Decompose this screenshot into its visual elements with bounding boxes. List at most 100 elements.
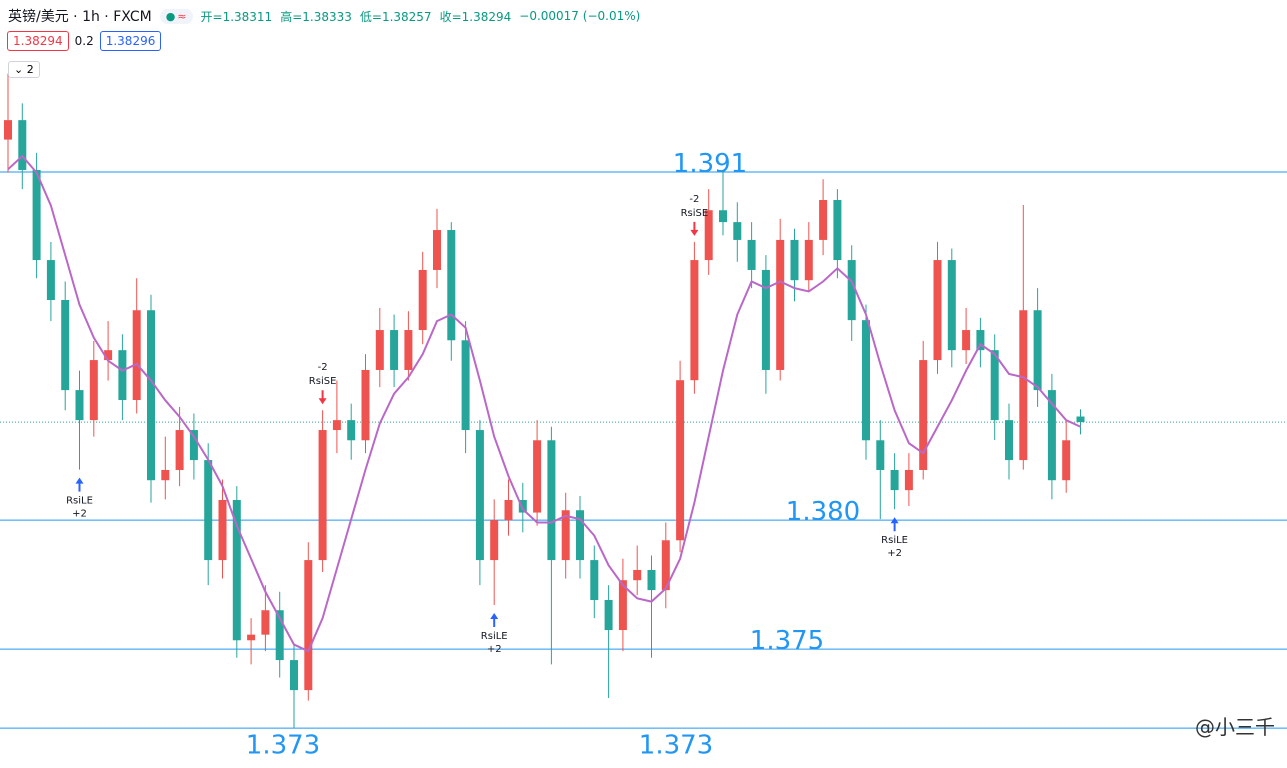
trade-row: 1.38294 0.2 1.38296 [7, 31, 162, 51]
candle-body [433, 230, 441, 270]
candle-body [161, 469, 170, 481]
candle-body [633, 569, 642, 581]
candle-body [132, 310, 141, 401]
signal-qty: -2 [689, 194, 699, 205]
signal-label: RsiLE [66, 496, 93, 507]
candle-body [332, 420, 341, 431]
candle-body [361, 369, 370, 441]
candle-body [847, 260, 856, 321]
candle-body [261, 610, 270, 635]
buy-button[interactable]: 1.38296 [99, 31, 162, 51]
candle-body [919, 360, 928, 470]
candle-body [147, 310, 155, 481]
collapse-button[interactable]: ⌄ 2 [8, 61, 40, 78]
candle-body [547, 440, 556, 561]
candle-body [904, 469, 913, 491]
candle-body [204, 460, 213, 561]
level-label: 1.373 [246, 731, 320, 761]
signal-qty: +2 [72, 509, 87, 520]
candle-body [647, 569, 656, 591]
signal-qty: -2 [318, 362, 328, 373]
candle-body [561, 510, 570, 561]
candle-body [676, 380, 685, 541]
signal-arrow [890, 517, 899, 532]
candle-body [347, 420, 356, 441]
signal-label: RsiSE [681, 208, 709, 219]
collapse-count: 2 [26, 63, 34, 76]
signal-label: RsiSE [309, 376, 337, 387]
signal-arrow [75, 477, 84, 492]
level-label: 1.375 [750, 626, 824, 656]
candle-body [947, 260, 956, 351]
signal-label: RsiLE [481, 631, 508, 642]
candle-body [590, 560, 599, 601]
ohlc-change: −0.00017 (−0.01%) [519, 9, 641, 23]
candle-body [104, 350, 113, 361]
candle-body [576, 510, 584, 561]
candle-body [690, 260, 699, 381]
signal-qty: +2 [887, 548, 902, 559]
candle-body [876, 440, 885, 470]
candle-body [390, 330, 399, 370]
candle-body [18, 120, 27, 170]
candle-body [290, 660, 298, 691]
level-label: 1.373 [639, 731, 713, 761]
candle-body [976, 330, 985, 351]
candle-body [218, 500, 227, 561]
candle-body [375, 330, 384, 370]
candle-body [175, 430, 184, 470]
candle-body [504, 500, 513, 521]
candle-body [518, 500, 527, 513]
candle-body [990, 350, 999, 421]
candle-body [247, 634, 256, 641]
candle-body [704, 210, 713, 261]
symbol[interactable]: 英镑/美元 · 1h · FXCM [8, 9, 152, 25]
candle-body [232, 500, 241, 641]
sell-button[interactable]: 1.38294 [7, 31, 69, 51]
signal-arrow [490, 612, 499, 627]
candle-body [962, 330, 971, 351]
candle-body [490, 520, 499, 561]
candle-body [862, 320, 870, 441]
candle-body [604, 600, 613, 631]
signal-arrow [690, 221, 699, 236]
candle-body [1033, 310, 1042, 391]
status-pill[interactable]: ● ≈ [159, 8, 193, 24]
candle-body [761, 269, 770, 370]
candle-body [61, 300, 70, 391]
ohlc-high: 高=1.38333 [280, 9, 352, 24]
candle-body [318, 430, 327, 561]
level-label: 1.391 [673, 149, 747, 179]
candle-body [833, 200, 842, 261]
candle-body [804, 239, 813, 281]
candle-body [719, 210, 727, 223]
candle-body [447, 230, 456, 341]
candle-body [747, 239, 756, 270]
candle-body [189, 430, 198, 461]
candle-body [418, 269, 427, 331]
candle-body [1019, 310, 1028, 461]
signal-arrow [318, 390, 327, 405]
ohlc-close: 收=1.38294 [439, 9, 512, 24]
candle-body [46, 260, 55, 301]
candle-body [475, 430, 484, 561]
candle-body [75, 390, 84, 421]
signal-qty: +2 [487, 644, 502, 655]
candle-body [933, 260, 942, 361]
candle-body [618, 580, 627, 631]
candle-body [32, 169, 41, 261]
level-label: 1.380 [786, 497, 860, 527]
candle-body [304, 560, 313, 691]
candle-body [404, 330, 413, 370]
candle-body [661, 540, 670, 591]
watermark: @小三千 [1195, 715, 1275, 739]
moving-average [7, 154, 1081, 653]
candle-body [89, 360, 98, 421]
ohlc-low: 低=1.38257 [359, 9, 432, 24]
legend-header: 英镑/美元 · 1h · FXCM ● ≈ 开=1.38311 高=1.38333… [8, 6, 640, 26]
candle-body [733, 222, 742, 240]
candle-body [461, 340, 470, 431]
candle-body [1076, 416, 1085, 423]
